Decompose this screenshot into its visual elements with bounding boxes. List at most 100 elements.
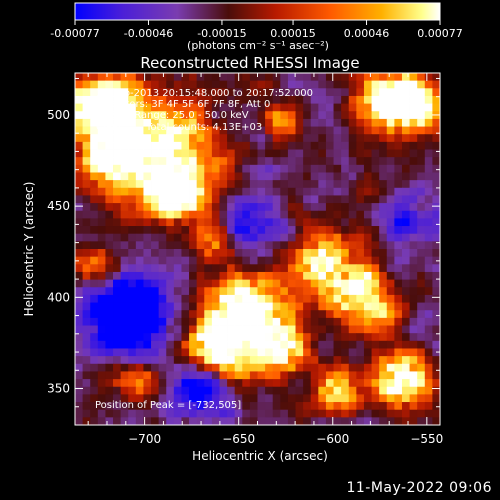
heatmap-cell	[90, 149, 99, 158]
heatmap-cell	[90, 394, 99, 403]
heatmap-cell	[219, 294, 228, 303]
heatmap-cell	[287, 249, 296, 258]
heatmap-cell	[242, 333, 251, 342]
heatmap-cell	[333, 402, 342, 411]
heatmap-cell	[158, 279, 167, 288]
heatmap-cell	[356, 88, 365, 97]
heatmap-cell	[363, 302, 372, 311]
heatmap-cell	[82, 271, 91, 281]
heatmap-cell	[189, 141, 198, 150]
heatmap-cell	[363, 379, 372, 388]
heatmap-cell	[424, 118, 433, 127]
heatmap-cell	[257, 249, 266, 258]
heatmap-cell	[204, 187, 213, 196]
heatmap-cell	[120, 256, 129, 265]
heatmap-cell	[135, 226, 144, 235]
heatmap-cell	[173, 241, 182, 250]
heatmap-cell	[113, 325, 122, 334]
heatmap-cell	[401, 356, 410, 365]
heatmap-cell	[341, 317, 350, 326]
heatmap-cell	[181, 233, 190, 242]
heatmap-cell	[363, 233, 372, 242]
heatmap-cell	[333, 226, 342, 235]
heatmap-cell	[341, 356, 350, 365]
heatmap-cell	[310, 325, 319, 334]
heatmap-cell	[432, 394, 441, 403]
heatmap-cell	[120, 310, 129, 319]
heatmap-cell	[90, 409, 99, 418]
heatmap-cell	[143, 317, 152, 326]
heatmap-cell	[181, 302, 190, 311]
heatmap-cell	[265, 141, 274, 150]
heatmap-cell	[143, 172, 152, 181]
heatmap-cell	[113, 210, 122, 219]
heatmap-cell	[265, 363, 274, 372]
heatmap-cell	[386, 134, 395, 143]
heatmap-cell	[272, 271, 281, 281]
heatmap-cell	[409, 371, 418, 380]
heatmap-cell	[348, 417, 357, 426]
heatmap-cell	[363, 402, 372, 411]
heatmap-cell	[97, 73, 106, 82]
heatmap-cell	[158, 218, 167, 227]
heatmap-cell	[75, 333, 83, 342]
heatmap-cell	[280, 256, 289, 265]
heatmap-cell	[341, 134, 350, 143]
heatmap-cell	[211, 203, 220, 212]
heatmap-cell	[151, 95, 160, 105]
heatmap-cell	[295, 95, 304, 105]
heatmap-cell	[82, 203, 91, 212]
heatmap-cell	[379, 157, 388, 166]
heatmap-cell	[234, 172, 243, 181]
heatmap-cell	[272, 402, 281, 411]
heatmap-cell	[325, 80, 334, 89]
heatmap-cell	[97, 249, 106, 258]
heatmap-cell	[280, 172, 289, 181]
heatmap-cell	[158, 310, 167, 319]
heatmap-cell	[82, 172, 91, 181]
heatmap-cell	[173, 134, 182, 143]
heatmap-cell	[272, 111, 281, 120]
heatmap-cell	[143, 226, 152, 235]
heatmap-cell	[219, 386, 228, 395]
heatmap-cell	[128, 333, 137, 342]
heatmap-cell	[341, 333, 350, 342]
heatmap-cell	[105, 233, 114, 242]
heatmap-cell	[82, 256, 91, 265]
heatmap-cell	[272, 187, 281, 196]
heatmap-cell	[371, 371, 380, 380]
heatmap-cell	[325, 317, 334, 326]
heatmap-cell	[371, 195, 380, 204]
heatmap-cell	[409, 118, 418, 127]
heatmap-cell	[394, 287, 403, 296]
heatmap-cell	[181, 111, 190, 120]
heatmap-cell	[105, 386, 114, 395]
heatmap-cell	[379, 203, 388, 212]
heatmap-cell	[394, 164, 403, 173]
heatmap-cell	[348, 356, 357, 365]
heatmap-cell	[75, 172, 83, 181]
heatmap-cell	[90, 164, 99, 173]
heatmap-cell	[151, 172, 160, 181]
heatmap-cell	[249, 187, 258, 196]
heatmap-cell	[128, 80, 137, 89]
heatmap-cell	[90, 111, 99, 120]
heatmap-cell	[432, 279, 441, 288]
heatmap-cell	[386, 379, 395, 388]
heatmap-cell	[227, 294, 236, 303]
heatmap-cell	[113, 195, 122, 204]
heatmap-cell	[249, 249, 258, 258]
heatmap-cell	[409, 241, 418, 250]
heatmap-cell	[219, 118, 228, 127]
heatmap-cell	[158, 371, 167, 380]
heatmap-cell	[90, 187, 99, 196]
heatmap-cell	[113, 149, 122, 158]
heatmap-cell	[356, 294, 365, 303]
heatmap-cell	[409, 180, 418, 189]
heatmap-cell	[272, 118, 281, 127]
heatmap-cell	[219, 180, 228, 189]
heatmap-cell	[189, 363, 198, 372]
heatmap-cell	[90, 226, 99, 235]
heatmap-cell	[105, 149, 114, 158]
heatmap-cell	[151, 157, 160, 166]
